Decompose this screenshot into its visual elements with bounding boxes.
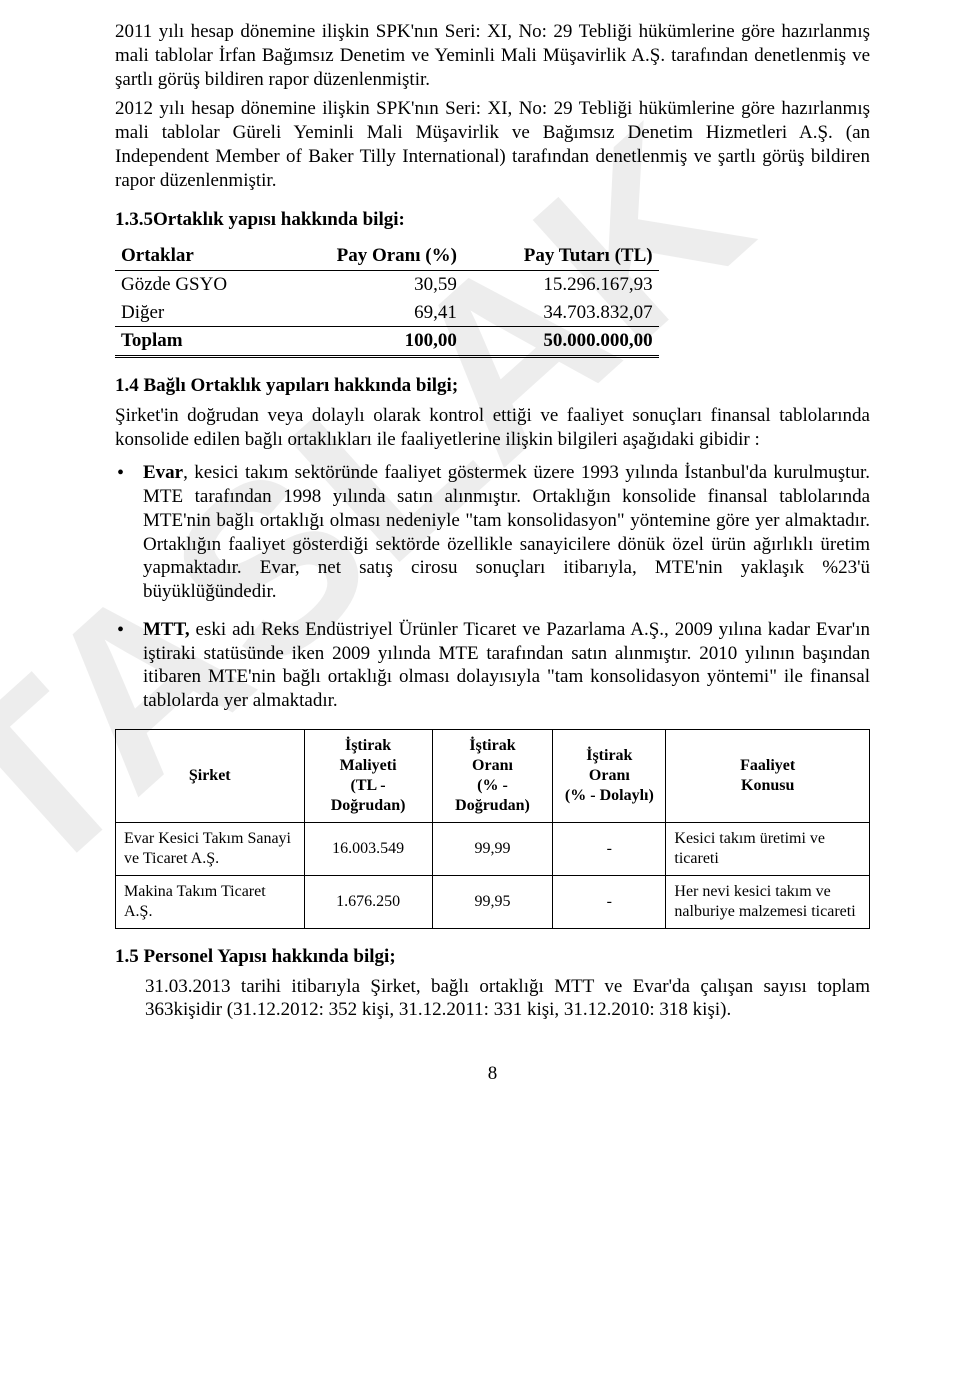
col-oran-dogrudan: İştirak Oranı (% - Doğrudan): [432, 729, 553, 822]
table-ortaklik: Ortaklar Pay Oranı (%) Pay Tutarı (TL) G…: [115, 242, 659, 358]
section-15-body: 31.03.2013 tarihi itibarıyla Şirket, bağ…: [115, 975, 870, 1023]
cell-toplam-label: Toplam: [115, 327, 279, 357]
h-l2: Maliyeti: [340, 757, 397, 774]
cell-oran-d: 99,99: [432, 822, 553, 875]
page-number: 8: [115, 1062, 870, 1086]
paragraph-2011: 2011 yılı hesap dönemine ilişkin SPK'nın…: [115, 20, 870, 91]
cell-tutar: 15.296.167,93: [463, 270, 659, 298]
paragraph-2012: 2012 yılı hesap dönemine ilişkin SPK'nın…: [115, 97, 870, 192]
rest-mtt: eski adı Reks Endüstriyel Ürünler Ticare…: [143, 619, 870, 711]
cell-tutar: 34.703.832,07: [463, 299, 659, 327]
cell-oran-dl: -: [553, 875, 666, 928]
h-l1: İştirak: [469, 737, 515, 754]
h-l3: (% - Dolaylı): [565, 787, 654, 804]
col-oran-dolayli: İştirak Oranı (% - Dolaylı): [553, 729, 666, 822]
table-header-row: Ortaklar Pay Oranı (%) Pay Tutarı (TL): [115, 242, 659, 270]
table-row: Diğer 69,41 34.703.832,07: [115, 299, 659, 327]
h-l3: (% - Doğrudan): [455, 777, 530, 814]
h-l1: Faaliyet: [740, 757, 795, 774]
lead-mtt: MTT,: [143, 619, 190, 640]
col-pay-tutari: Pay Tutarı (TL): [463, 242, 659, 270]
section-135-title: 1.3.5Ortaklık yapısı hakkında bilgi:: [115, 208, 870, 232]
table-row: Evar Kesici Takım Sanayi ve Ticaret A.Ş.…: [116, 822, 870, 875]
cell-toplam-oran: 100,00: [279, 327, 463, 357]
table-total-row: Toplam 100,00 50.000.000,00: [115, 327, 659, 357]
h-l2: Oranı: [472, 757, 513, 774]
h-l3: (TL - Doğrudan): [331, 777, 406, 814]
document-page: 2011 yılı hesap dönemine ilişkin SPK'nın…: [0, 0, 960, 1126]
cell-ortak: Gözde GSYO: [115, 270, 279, 298]
h-l2: Oranı: [589, 767, 630, 784]
cell-oran-d: 99,95: [432, 875, 553, 928]
cell-faaliyet: Her nevi kesici takım ve nalburiye malze…: [666, 875, 870, 928]
h-l2: Konusu: [741, 777, 794, 794]
col-maliyet: İştirak Maliyeti (TL - Doğrudan): [304, 729, 432, 822]
table-header-row: Şirket İştirak Maliyeti (TL - Doğrudan) …: [116, 729, 870, 822]
cell-maliyet: 16.003.549: [304, 822, 432, 875]
cell-toplam-tutar: 50.000.000,00: [463, 327, 659, 357]
table-row: Gözde GSYO 30,59 15.296.167,93: [115, 270, 659, 298]
list-item-evar: Evar, kesici takım sektöründe faaliyet g…: [143, 461, 870, 604]
h-sirket: Şirket: [189, 767, 231, 784]
section-14-body: Şirket'in doğrudan veya dolaylı olarak k…: [115, 404, 870, 452]
lead-evar: Evar: [143, 462, 183, 483]
rest-evar: , kesici takım sektöründe faaliyet göste…: [143, 462, 870, 602]
subsidiary-list: Evar, kesici takım sektöründe faaliyet g…: [115, 461, 870, 713]
section-14-title: 1.4 Bağlı Ortaklık yapıları hakkında bil…: [115, 374, 870, 398]
cell-ortak: Diğer: [115, 299, 279, 327]
table-istirak: Şirket İştirak Maliyeti (TL - Doğrudan) …: [115, 729, 870, 929]
cell-oran-dl: -: [553, 822, 666, 875]
cell-sirket: Makina Takım Ticaret A.Ş.: [116, 875, 305, 928]
section-15-title: 1.5 Personel Yapısı hakkında bilgi;: [115, 945, 870, 969]
cell-maliyet: 1.676.250: [304, 875, 432, 928]
h-l1: İştirak: [345, 737, 391, 754]
col-pay-orani: Pay Oranı (%): [279, 242, 463, 270]
cell-oran: 69,41: [279, 299, 463, 327]
cell-oran: 30,59: [279, 270, 463, 298]
table-row: Makina Takım Ticaret A.Ş. 1.676.250 99,9…: [116, 875, 870, 928]
h-l1: İştirak: [586, 747, 632, 764]
list-item-mtt: MTT, eski adı Reks Endüstriyel Ürünler T…: [143, 618, 870, 713]
col-sirket: Şirket: [116, 729, 305, 822]
cell-faaliyet: Kesici takım üretimi ve ticareti: [666, 822, 870, 875]
col-ortaklar: Ortaklar: [115, 242, 279, 270]
cell-sirket: Evar Kesici Takım Sanayi ve Ticaret A.Ş.: [116, 822, 305, 875]
col-faaliyet: Faaliyet Konusu: [666, 729, 870, 822]
